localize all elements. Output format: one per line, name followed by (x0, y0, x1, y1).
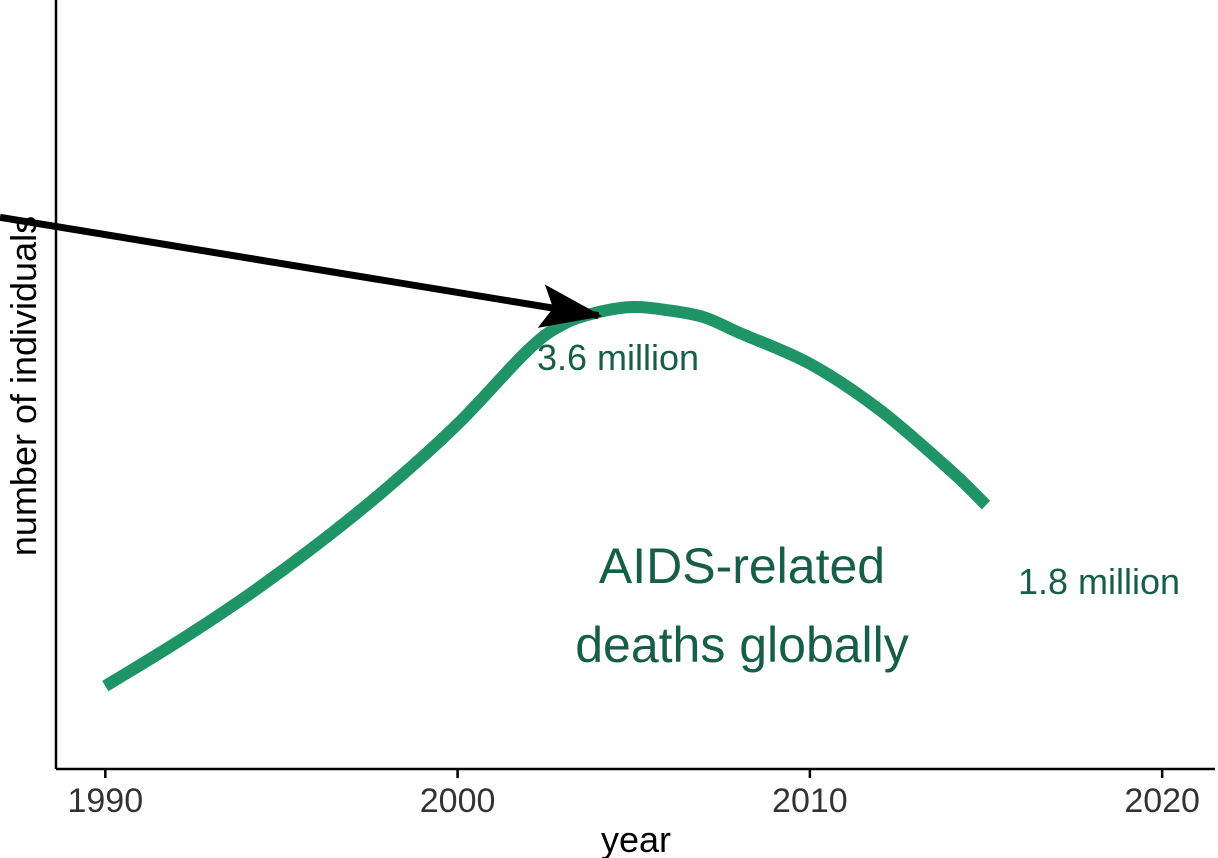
x-tick-label: 2020 (1124, 782, 1200, 820)
x-tick-label: 1990 (67, 782, 143, 820)
x-tick-label: 2010 (772, 782, 848, 820)
axes (54, 0, 1215, 771)
end-value-label: 1.8 million (1018, 561, 1180, 602)
y-axis-title: number of individuals (3, 216, 44, 556)
x-tick-label: 2000 (420, 782, 496, 820)
annotation-arrow (0, 213, 603, 328)
x-axis-title: year (601, 819, 671, 858)
series-name-label-line2: deaths globally (575, 617, 909, 673)
x-ticks: 1990 2000 2010 2020 (67, 769, 1200, 820)
peak-value-label: 3.6 million (537, 337, 699, 378)
series-name-label-line1: AIDS-related (599, 538, 885, 594)
